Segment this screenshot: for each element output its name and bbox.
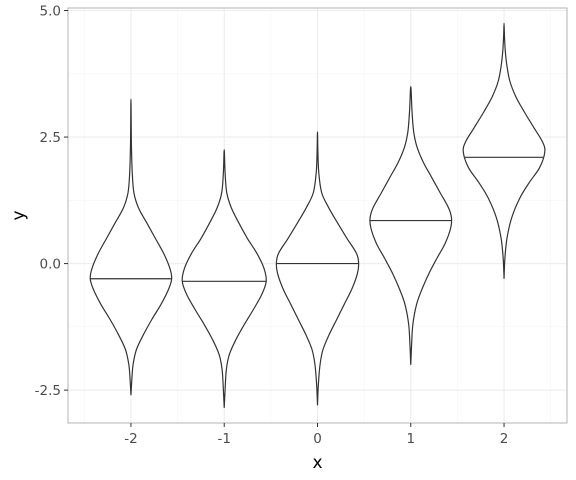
x-tick-label: 1 — [406, 431, 415, 447]
y-tick-label: 5.0 — [40, 4, 61, 20]
violin--2 — [89, 98, 173, 396]
x-axis-ticks: -2 -1 0 1 2 — [124, 423, 508, 447]
x-tick-label: 2 — [500, 431, 509, 447]
x-tick-label: 0 — [313, 431, 322, 447]
violin-2 — [462, 22, 546, 279]
y-tick-label: 2.5 — [40, 130, 61, 146]
y-tick-label: -2.5 — [35, 383, 61, 399]
violin-layer — [89, 22, 546, 408]
violin-0 — [275, 131, 360, 406]
x-tick-label: -2 — [124, 431, 137, 447]
y-axis-ticks: -2.5 0.0 2.5 5.0 — [35, 4, 68, 399]
x-axis-title: x — [312, 453, 322, 473]
y-axis-title: y — [9, 210, 29, 220]
violin--1 — [181, 149, 267, 408]
violin-1 — [369, 85, 453, 365]
x-tick-label: -1 — [217, 431, 230, 447]
y-tick-label: 0.0 — [40, 257, 61, 273]
